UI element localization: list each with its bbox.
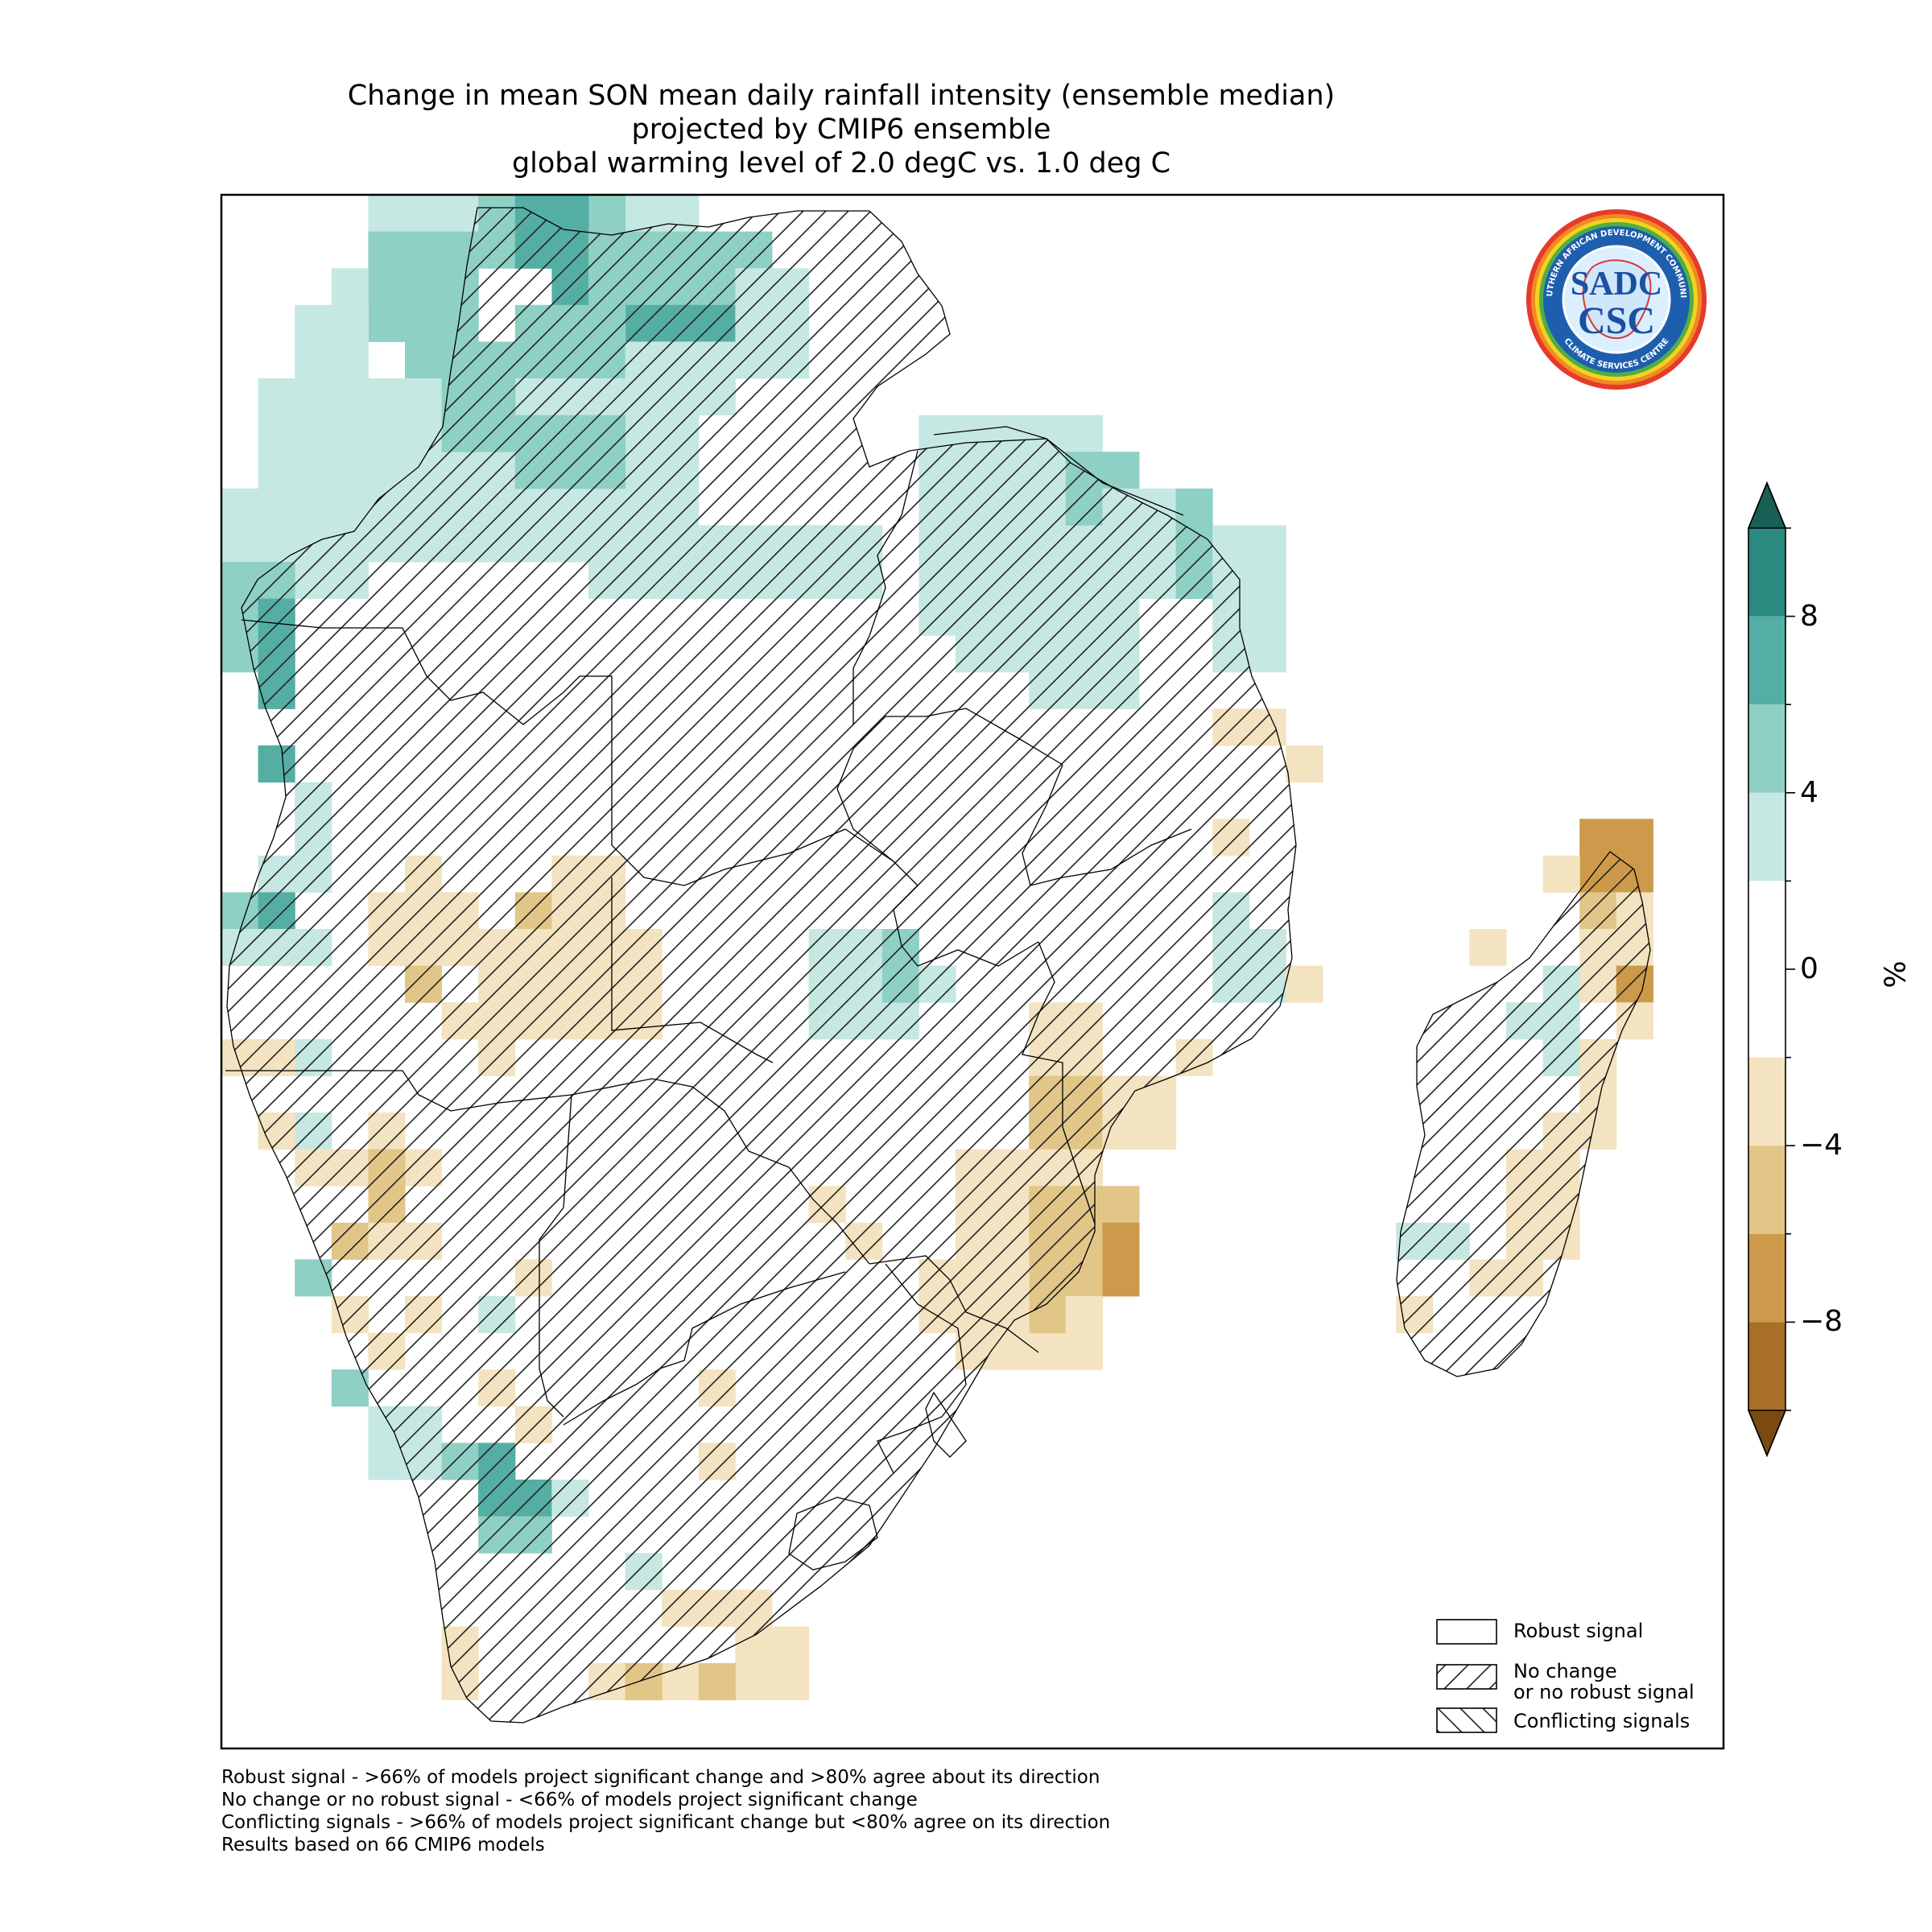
country-border bbox=[788, 1496, 878, 1571]
country-border bbox=[1022, 764, 1192, 886]
country-border bbox=[925, 1391, 967, 1458]
rainfall-cell bbox=[1542, 855, 1580, 893]
rainfall-cell bbox=[1286, 745, 1323, 783]
map-content bbox=[221, 195, 1653, 1724]
colorbar bbox=[1747, 481, 1795, 1458]
legend-no-change-swatch bbox=[1436, 1664, 1497, 1690]
rainfall-cell bbox=[1469, 929, 1507, 967]
footnote-no-change: No change or no robust signal - <66% of … bbox=[221, 1790, 918, 1810]
country-border bbox=[241, 619, 894, 886]
madagascar-hatch bbox=[1397, 852, 1650, 1377]
sadc-csc-logo: SADC CSC SOUTHERN AFRICAN DEVELOPMENT CO… bbox=[1526, 209, 1707, 390]
no-robust-signal-hatching bbox=[227, 208, 1650, 1723]
colorbar-bin-2 bbox=[1748, 704, 1785, 793]
country-border bbox=[571, 1078, 870, 1265]
colorbar-tick-label: 8 bbox=[1800, 599, 1818, 633]
colorbar-bin-4 bbox=[1748, 881, 1785, 1058]
country-border bbox=[611, 877, 774, 1063]
country-border bbox=[836, 708, 1063, 862]
legend-robust-swatch bbox=[1436, 1619, 1497, 1645]
legend-conflicting-label: Conflicting signals bbox=[1513, 1710, 1690, 1732]
footnote-conflicting: Conflicting signals - >66% of models pro… bbox=[221, 1812, 1111, 1833]
rainfall-cell bbox=[1065, 1296, 1103, 1334]
colorbar-bin-3 bbox=[1748, 792, 1785, 881]
figure-title-line-1: Change in mean SON mean daily rainfall i… bbox=[347, 80, 1335, 112]
colorbar-tick-label: 4 bbox=[1800, 775, 1818, 809]
rainfall-cell bbox=[698, 1663, 736, 1701]
legend-no-change-label-1: No change bbox=[1513, 1660, 1617, 1682]
colorbar-bin-5 bbox=[1748, 1057, 1785, 1146]
figure-title-line-3: global warming level of 2.0 degC vs. 1.0… bbox=[511, 147, 1171, 180]
colorbar-bin-0 bbox=[1748, 528, 1785, 617]
rainfall-cell bbox=[772, 1626, 810, 1664]
country-border bbox=[563, 1271, 846, 1426]
rainfall-cell bbox=[1286, 965, 1323, 1003]
colorbar-extend-max bbox=[1747, 481, 1787, 529]
country-border bbox=[877, 1263, 967, 1474]
colorbar-tick-label: −4 bbox=[1800, 1129, 1843, 1162]
colorbar-extend-min bbox=[1747, 1410, 1787, 1458]
coastline-mainland bbox=[226, 207, 1297, 1724]
country-border bbox=[933, 426, 1184, 516]
logo-abbr-bottom: CSC bbox=[1578, 299, 1655, 342]
colorbar-tick-label: 0 bbox=[1800, 952, 1818, 985]
coastline-madagascar bbox=[1396, 851, 1651, 1377]
footnote-models: Results based on 66 CMIP6 models bbox=[221, 1835, 545, 1856]
rainfall-cell bbox=[1102, 1222, 1140, 1297]
legend-no-change-label-2: or no robust signal bbox=[1513, 1681, 1695, 1703]
rainfall-cell bbox=[295, 304, 369, 379]
colorbar-bin-1 bbox=[1748, 616, 1785, 705]
map-frame bbox=[220, 193, 1725, 1750]
colorbar-bin-6 bbox=[1748, 1146, 1785, 1234]
figure-title-line-2: projected by CMIP6 ensemble bbox=[631, 114, 1051, 146]
colorbar-bin-7 bbox=[1748, 1233, 1785, 1323]
mainland-hatch bbox=[227, 208, 1296, 1723]
colorbar-unit-label: % bbox=[1876, 960, 1910, 989]
colorbar-bin-8 bbox=[1748, 1322, 1785, 1410]
country-borders bbox=[225, 207, 1651, 1724]
country-border bbox=[225, 1070, 572, 1112]
country-border bbox=[852, 450, 919, 724]
legend-conflicting-swatch bbox=[1436, 1707, 1497, 1733]
logo-abbr-top: SADC bbox=[1571, 266, 1662, 303]
country-border bbox=[539, 1094, 572, 1418]
country-border bbox=[1022, 941, 1096, 1224]
colorbar-tick-label: −8 bbox=[1800, 1305, 1843, 1339]
country-border bbox=[869, 1255, 1039, 1353]
footnote-robust: Robust signal - >66% of models project s… bbox=[221, 1767, 1100, 1788]
legend-robust-label: Robust signal bbox=[1513, 1620, 1644, 1642]
country-border bbox=[893, 861, 1039, 967]
